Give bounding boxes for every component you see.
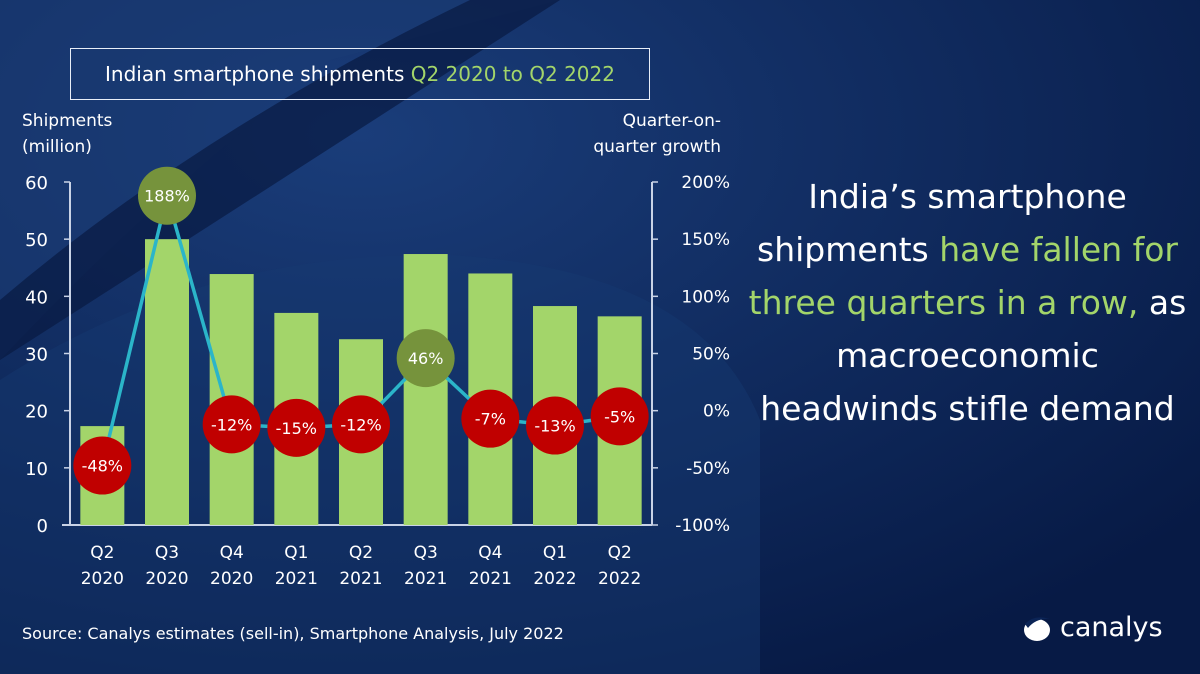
growth-label: -12% [211,415,252,434]
left-tick-label: 30 [25,345,48,366]
growth-label: -5% [604,407,635,426]
x-tick-label: 2020 [81,569,124,589]
right-tick-label: 0% [703,402,730,422]
x-tick-label: 2021 [275,569,318,589]
title-highlight: Q2 2020 to Q2 2022 [410,62,615,86]
right-tick-label: -50% [686,459,730,479]
headline: India’s smartphone shipments have fallen… [748,177,1187,428]
growth-bubble [396,329,455,388]
x-tick-label: Q3 [414,543,438,563]
x-tick-label: Q3 [155,543,179,563]
right-tick-label: -100% [675,516,730,536]
chart-title: Indian smartphone shipments Q2 2020 to Q… [70,48,650,100]
growth-bubble [332,395,390,454]
x-tick-label: 2021 [404,569,447,589]
x-tick-label: 2021 [339,569,382,589]
right-tick-label: 150% [681,230,730,250]
x-tick-label: 2022 [598,569,641,589]
x-tick-label: Q4 [478,543,502,563]
growth-label: -48% [82,457,123,476]
bar [145,239,189,525]
left-axis-title: Shipments (million) [22,111,113,157]
growth-bubble [590,387,649,446]
x-tick-label: 2021 [469,569,512,589]
left-tick-label: 10 [25,459,48,480]
bar [403,254,448,525]
x-tick-label: Q2 [349,543,373,563]
growth-bubble [526,396,584,455]
x-tick-label: 2020 [145,569,188,589]
right-axis-title: Quarter-on-quarter growth [593,111,721,157]
x-tick-label: 2020 [210,569,253,589]
growth-label: -15% [276,419,317,438]
right-tick-label: 50% [692,345,730,365]
growth-label: -13% [534,417,575,436]
right-tick-label: 200% [681,173,730,193]
growth-label: 46% [408,349,444,368]
x-tick-label: Q1 [543,543,567,563]
x-tick-label: Q2 [608,543,632,563]
left-tick-label: 20 [25,402,48,423]
left-tick-label: 0 [37,516,48,537]
source-note: Source: Canalys estimates (sell-in), Sma… [22,624,564,643]
right-tick-label: 100% [681,287,730,307]
x-tick-label: Q1 [284,543,308,563]
growth-label: -7% [475,410,506,429]
left-tick-label: 50 [25,230,48,251]
growth-bubble [138,166,196,225]
logo-text: canalys [1060,612,1163,643]
growth-label: -12% [340,415,381,434]
growth-label: 188% [144,187,190,206]
x-tick-label: 2022 [533,569,576,589]
left-tick-label: 40 [25,287,48,308]
growth-bubble [461,389,520,448]
x-tick-label: Q2 [90,543,114,563]
left-tick-label: 60 [25,173,48,194]
x-tick-label: Q4 [220,543,244,563]
growth-bubble [202,395,261,454]
growth-bubble [267,398,326,457]
chart: 0 10 20 30 40 50 60 -100% -50% 0% 50% 100% 150% 200% Q… [25,166,730,589]
canalys-logo: canalys [1022,612,1163,643]
canalys-swoosh-icon [1024,616,1050,641]
growth-bubble [73,436,132,495]
title-text: Indian smartphone shipments [105,62,411,86]
